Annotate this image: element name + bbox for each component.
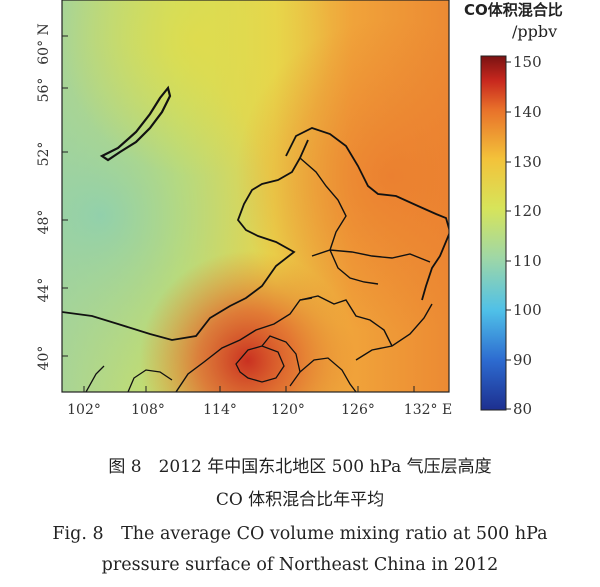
- lon-tick-132: 132° E: [404, 402, 452, 418]
- lon-tick-120: 120°: [271, 402, 305, 418]
- caption-zh-line-2: CO 体积混合比年平均: [215, 490, 385, 510]
- colorbar-tick-90: 90: [513, 351, 532, 369]
- colorbar-tick-140: 140: [513, 103, 542, 121]
- border-china-korea: [355, 303, 433, 361]
- boundary-jilin-heilongjiang: [311, 249, 431, 263]
- lat-tick-48: 48°: [36, 210, 52, 235]
- colorbar-tick-110: 110: [513, 252, 542, 270]
- lon-tick-102: 102°: [67, 402, 101, 418]
- lat-tick-52: 52°: [36, 142, 52, 167]
- boundary-shanxi-hebei: [127, 369, 173, 392]
- lon-tick-114: 114°: [203, 402, 237, 418]
- colorbar-tick-100: 100: [513, 301, 542, 319]
- lat-tick-60: 60° N: [36, 23, 52, 65]
- lat-tick-44: 44°: [36, 278, 52, 303]
- colorbar: [480, 55, 507, 411]
- colorbar-tick-marks: [506, 61, 511, 410]
- colorbar-title: CO体积混合比: [464, 1, 563, 19]
- caption-en-line-1: Fig. 8 The average CO volume mixing rati…: [52, 524, 548, 544]
- lat-tick-56: 56°: [36, 78, 52, 103]
- lon-tick-marks: [83, 386, 415, 392]
- colorbar-tick-80: 80: [513, 400, 532, 418]
- boundary-west-inner: [85, 365, 105, 392]
- map-frame: [61, 0, 450, 393]
- lon-tick-126: 126°: [341, 402, 375, 418]
- coastline-bohai: [299, 357, 357, 392]
- figure-canvas: 60° N 56° 52° 48° 44° 40° 102° 108° 114°…: [36, 0, 542, 418]
- colorbar-tick-150: 150: [513, 53, 542, 71]
- lat-tick-marks: [62, 35, 68, 357]
- boundary-beijing-tianjin: [235, 335, 301, 387]
- boundary-inner-mongolia-south: [175, 297, 313, 392]
- caption-en-line-2: pressure surface of Northeast China in 2…: [101, 555, 499, 575]
- lat-tick-40: 40°: [36, 346, 52, 371]
- boundary-heilongjiang-west: [299, 157, 379, 285]
- caption-zh-line-1: 图 8 2012 年中国东北地区 500 hPa 气压层高度: [108, 457, 492, 477]
- colorbar-tick-130: 130: [513, 153, 542, 171]
- colorbar-tick-120: 120: [513, 202, 542, 220]
- colorbar-unit: /ppbv: [512, 22, 558, 41]
- border-russia-china: [285, 127, 449, 301]
- border-mongolia-china: [62, 139, 309, 341]
- lake-baikal-outline: [99, 85, 172, 162]
- boundary-jilin-liaoning: [299, 295, 393, 347]
- map-panel: [62, 0, 449, 392]
- lon-tick-108: 108°: [131, 402, 165, 418]
